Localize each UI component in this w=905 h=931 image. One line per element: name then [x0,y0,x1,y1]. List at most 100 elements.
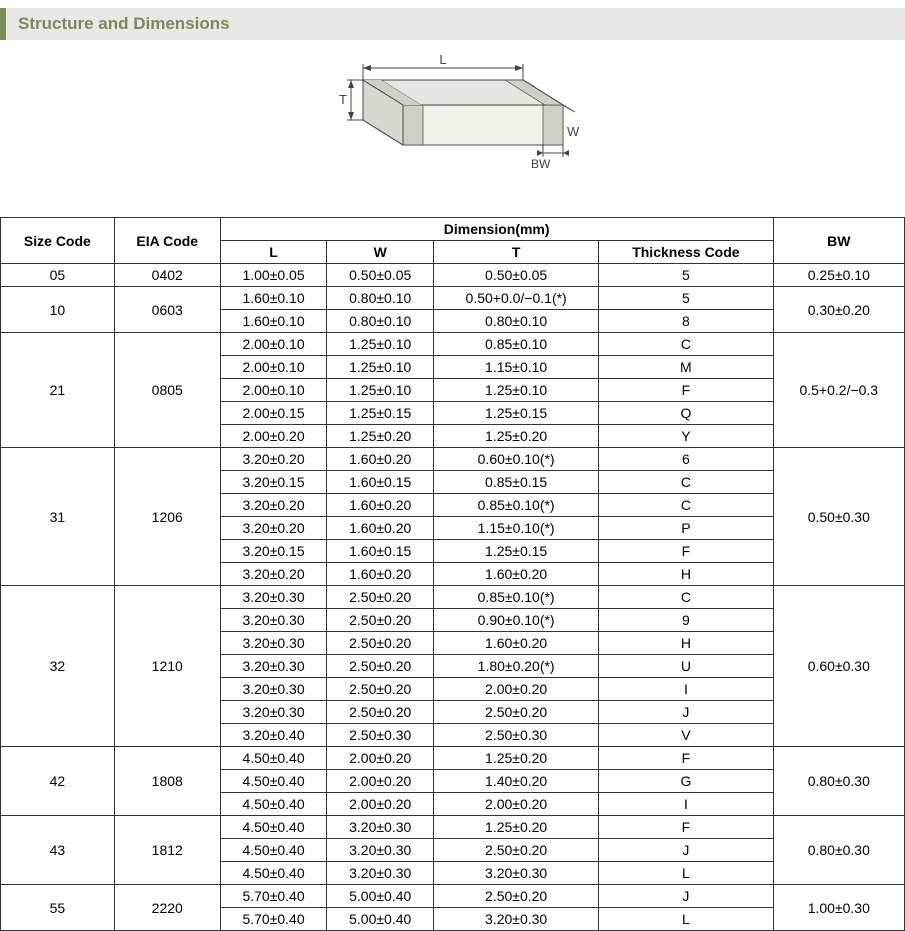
cell-T: 0.90±0.10(*) [434,609,599,632]
cell-TC: F [599,379,773,402]
table-row: 3112063.20±0.201.60±0.200.60±0.10(*)60.5… [1,448,905,471]
cell-TC: G [599,770,773,793]
col-W: W [327,241,434,264]
cell-bw: 0.5+0.2/−0.3 [773,333,904,448]
cell-W: 5.00±0.40 [327,885,434,908]
col-T: T [434,241,599,264]
cell-T: 1.25±0.15 [434,402,599,425]
cell-T: 0.50±0.05 [434,264,599,287]
col-size-code: Size Code [1,218,115,264]
cell-L: 4.50±0.40 [220,747,327,770]
cell-W: 1.60±0.15 [327,540,434,563]
cell-W: 2.00±0.20 [327,770,434,793]
cell-W: 1.60±0.20 [327,448,434,471]
dimensions-table: Size Code EIA Code Dimension(mm) BW L W … [0,217,905,931]
cell-L: 3.20±0.30 [220,701,327,724]
cell-T: 2.50±0.20 [434,839,599,862]
cell-T: 1.15±0.10(*) [434,517,599,540]
cell-bw: 0.25±0.10 [773,264,904,287]
table-row: 5522205.70±0.405.00±0.402.50±0.20J1.00±0… [1,885,905,908]
cell-W: 1.60±0.20 [327,563,434,586]
cell-L: 1.00±0.05 [220,264,327,287]
cell-L: 5.70±0.40 [220,885,327,908]
cell-W: 2.50±0.20 [327,701,434,724]
cell-L: 4.50±0.40 [220,862,327,885]
cell-TC: Y [599,425,773,448]
cell-eia-code: 1812 [114,816,220,885]
cell-L: 3.20±0.30 [220,632,327,655]
cell-T: 1.60±0.20 [434,632,599,655]
col-eia-code: EIA Code [114,218,220,264]
cell-TC: P [599,517,773,540]
cell-T: 1.25±0.10 [434,379,599,402]
cell-L: 3.20±0.20 [220,517,327,540]
cell-W: 1.60±0.15 [327,471,434,494]
table-row: 0504021.00±0.050.50±0.050.50±0.0550.25±0… [1,264,905,287]
cell-size-code: 31 [1,448,115,586]
label-BW: BW [531,157,551,171]
cell-W: 1.60±0.20 [327,494,434,517]
cell-L: 2.00±0.10 [220,356,327,379]
cell-TC: J [599,885,773,908]
cell-W: 0.80±0.10 [327,310,434,333]
cell-eia-code: 1808 [114,747,220,816]
cell-bw: 0.80±0.30 [773,816,904,885]
cell-L: 3.20±0.20 [220,563,327,586]
cell-TC: U [599,655,773,678]
cell-W: 1.25±0.20 [327,425,434,448]
cell-L: 4.50±0.40 [220,793,327,816]
cell-bw: 0.60±0.30 [773,586,904,747]
cell-eia-code: 0402 [114,264,220,287]
cell-TC: J [599,839,773,862]
cell-TC: J [599,701,773,724]
cell-size-code: 42 [1,747,115,816]
cell-L: 2.00±0.10 [220,379,327,402]
cell-TC: F [599,540,773,563]
cell-T: 1.25±0.20 [434,816,599,839]
cell-TC: H [599,563,773,586]
cell-W: 3.20±0.30 [327,816,434,839]
col-bw: BW [773,218,904,264]
component-diagram: L W T BW [0,50,905,205]
table-row: 2108052.00±0.101.25±0.100.85±0.10C0.5+0.… [1,333,905,356]
table-row: 1006031.60±0.100.80±0.100.50+0.0/−0.1(*)… [1,287,905,310]
cell-TC: C [599,471,773,494]
cell-L: 2.00±0.10 [220,333,327,356]
cell-T: 1.25±0.15 [434,540,599,563]
cell-W: 0.50±0.05 [327,264,434,287]
cell-W: 1.25±0.10 [327,356,434,379]
cell-L: 5.70±0.40 [220,908,327,931]
cell-eia-code: 0805 [114,333,220,448]
cell-L: 1.60±0.10 [220,287,327,310]
cell-TC: 5 [599,287,773,310]
cell-T: 3.20±0.30 [434,862,599,885]
cell-size-code: 21 [1,333,115,448]
cell-W: 0.80±0.10 [327,287,434,310]
cell-T: 1.80±0.20(*) [434,655,599,678]
cell-L: 4.50±0.40 [220,770,327,793]
cell-W: 2.50±0.30 [327,724,434,747]
cell-TC: C [599,494,773,517]
cell-T: 1.25±0.20 [434,425,599,448]
cell-T: 0.85±0.10 [434,333,599,356]
cell-W: 3.20±0.30 [327,862,434,885]
cell-W: 2.00±0.20 [327,747,434,770]
cell-T: 1.15±0.10 [434,356,599,379]
col-L: L [220,241,327,264]
cell-T: 1.60±0.20 [434,563,599,586]
cell-W: 2.00±0.20 [327,793,434,816]
table-row: 4318124.50±0.403.20±0.301.25±0.20F0.80±0… [1,816,905,839]
cell-T: 2.50±0.20 [434,885,599,908]
cell-L: 1.60±0.10 [220,310,327,333]
cell-W: 2.50±0.20 [327,632,434,655]
cell-TC: F [599,816,773,839]
cell-TC: 5 [599,264,773,287]
cell-size-code: 32 [1,586,115,747]
cell-W: 1.25±0.10 [327,333,434,356]
table-row: 3212103.20±0.302.50±0.200.85±0.10(*)C0.6… [1,586,905,609]
cell-L: 2.00±0.15 [220,402,327,425]
cell-L: 3.20±0.30 [220,609,327,632]
cell-W: 2.50±0.20 [327,678,434,701]
cell-TC: C [599,586,773,609]
cell-W: 1.25±0.10 [327,379,434,402]
